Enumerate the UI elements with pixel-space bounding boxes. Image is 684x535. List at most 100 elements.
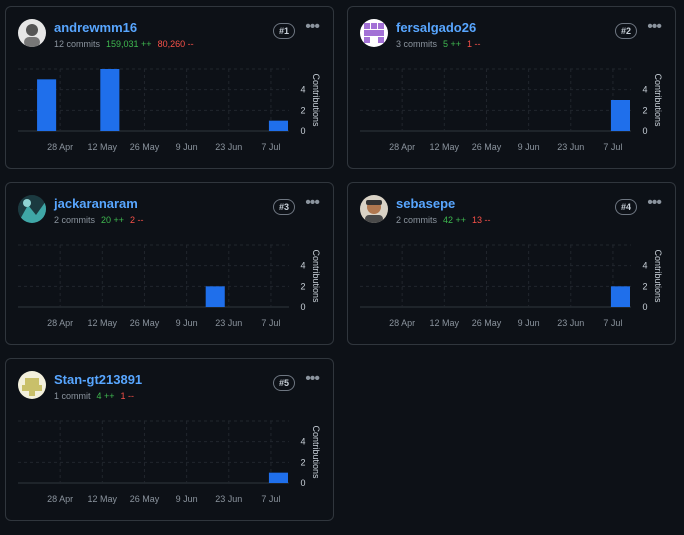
contributor-stats: 2 commits 20 ++ 2 --	[54, 215, 144, 225]
x-tick-label: 12 May	[88, 494, 118, 504]
identicon-avatar-icon[interactable]	[360, 19, 388, 47]
commit-count[interactable]: 2 commits	[396, 215, 438, 225]
y-axis-label: Contributions	[311, 73, 321, 127]
x-tick-label: 12 May	[430, 142, 460, 152]
chart-bar	[268, 472, 288, 483]
identicon-avatar-icon[interactable]	[18, 371, 46, 399]
y-axis-label: Contributions	[653, 73, 663, 127]
x-tick-label: 9 Jun	[518, 142, 540, 152]
chart-bar	[100, 69, 120, 131]
y-tick-label: 4	[300, 85, 305, 95]
x-tick-label: 23 Jun	[215, 142, 242, 152]
x-tick-label: 23 Jun	[557, 318, 584, 328]
deletions-count: 1 --	[467, 39, 481, 49]
chart-bar	[610, 100, 630, 131]
rank-badge: #2	[614, 23, 637, 39]
x-tick-label: 23 Jun	[215, 318, 242, 328]
y-tick-label: 0	[300, 126, 305, 136]
x-tick-label: 26 May	[472, 318, 502, 328]
y-tick-label: 4	[300, 437, 305, 447]
deletions-count: 1 --	[120, 391, 135, 401]
commit-count[interactable]: 2 commits	[54, 215, 96, 225]
contributor-card: fersalgado26 3 commits 5 ++ 1 -- #2 ••• 28…	[347, 6, 676, 169]
x-tick-label: 7 Jul	[603, 142, 622, 152]
y-tick-label: 2	[642, 105, 647, 115]
x-tick-label: 28 Apr	[47, 142, 73, 152]
rank-badge: #1	[272, 23, 295, 39]
y-axis-label: Contributions	[311, 249, 321, 303]
x-tick-label: 12 May	[88, 142, 118, 152]
x-tick-label: 9 Jun	[518, 318, 540, 328]
contributor-stats: 3 commits 5 ++ 1 --	[396, 39, 481, 49]
x-tick-label: 26 May	[472, 142, 502, 152]
contributor-username[interactable]: fersalgado26	[396, 20, 477, 35]
commit-count[interactable]: 3 commits	[396, 39, 438, 49]
kebab-horizontal-icon[interactable]: •••	[647, 194, 662, 211]
contributions-chart: 28 Apr 12 May 26 May 9 Jun 23 Jun 7 Jul 0 2 4 Con…	[360, 68, 663, 152]
contributor-card: jackaranaram 2 commits 20 ++ 2 -- #3 ••• 2…	[5, 182, 334, 345]
x-tick-label: 26 May	[130, 318, 160, 328]
y-tick-label: 2	[300, 105, 305, 115]
rank-badge: #5	[272, 375, 295, 391]
y-tick-label: 4	[300, 261, 305, 271]
contributor-stats: 1 commit 4 ++ 1 --	[54, 391, 134, 401]
x-tick-label: 26 May	[130, 494, 160, 504]
x-tick-label: 12 May	[430, 318, 460, 328]
contributions-chart: 28 Apr 12 May 26 May 9 Jun 23 Jun 7 Jul 0 2 4 Con…	[18, 68, 321, 152]
y-tick-label: 0	[300, 478, 305, 488]
contributions-chart: 28 Apr 12 May 26 May 9 Jun 23 Jun 7 Jul 0 2 4 Con…	[18, 244, 321, 328]
chart-bar	[610, 286, 630, 307]
chart-bar	[205, 286, 225, 307]
x-tick-label: 12 May	[88, 318, 118, 328]
additions-count: 159,031 ++	[106, 39, 152, 49]
y-axis-label: Contributions	[311, 425, 321, 479]
contributor-username[interactable]: Stan-gt213891	[54, 372, 143, 387]
x-tick-label: 7 Jul	[603, 318, 622, 328]
additions-count: 4 ++	[96, 391, 115, 401]
user-avatar-icon[interactable]	[360, 195, 388, 223]
user-avatar-icon[interactable]	[18, 195, 46, 223]
deletions-count: 13 --	[472, 215, 491, 225]
contributor-username[interactable]: jackaranaram	[54, 196, 138, 211]
kebab-horizontal-icon[interactable]: •••	[305, 18, 320, 35]
x-tick-label: 28 Apr	[47, 318, 73, 328]
x-tick-label: 28 Apr	[47, 494, 73, 504]
x-tick-label: 26 May	[130, 142, 160, 152]
contributor-card: Stan-gt213891 1 commit 4 ++ 1 -- #5 ••• 28…	[5, 358, 334, 521]
rank-badge: #3	[272, 199, 295, 215]
x-tick-label: 7 Jul	[261, 494, 280, 504]
y-tick-label: 0	[300, 302, 305, 312]
y-tick-label: 0	[642, 302, 647, 312]
chart-bar	[37, 79, 57, 131]
y-tick-label: 2	[642, 281, 647, 291]
contributor-stats: 2 commits 42 ++ 13 --	[396, 215, 491, 225]
kebab-horizontal-icon[interactable]: •••	[305, 370, 320, 387]
additions-count: 20 ++	[101, 215, 125, 225]
deletions-count: 2 --	[130, 215, 144, 225]
kebab-horizontal-icon[interactable]: •••	[647, 18, 662, 35]
y-tick-label: 4	[642, 261, 647, 271]
x-tick-label: 7 Jul	[261, 318, 280, 328]
x-tick-label: 9 Jun	[176, 494, 198, 504]
contributor-username[interactable]: sebasepe	[396, 196, 456, 211]
rank-badge: #4	[614, 199, 637, 215]
additions-count: 5 ++	[443, 39, 462, 49]
additions-count: 42 ++	[443, 215, 467, 225]
x-tick-label: 9 Jun	[176, 142, 198, 152]
x-tick-label: 28 Apr	[389, 142, 415, 152]
x-tick-label: 23 Jun	[557, 142, 584, 152]
user-avatar-icon[interactable]	[18, 19, 46, 47]
chart-bar	[268, 120, 288, 131]
x-tick-label: 9 Jun	[176, 318, 198, 328]
contributor-card: sebasepe 2 commits 42 ++ 13 -- #4 ••• 28 A…	[347, 182, 676, 345]
commit-count[interactable]: 1 commit	[54, 391, 91, 401]
commit-count[interactable]: 12 commits	[54, 39, 101, 49]
contributions-chart: 28 Apr 12 May 26 May 9 Jun 23 Jun 7 Jul 0 2 4 Con…	[18, 420, 321, 504]
y-tick-label: 0	[642, 126, 647, 136]
contributor-username[interactable]: andrewmm16	[54, 20, 138, 35]
x-tick-label: 7 Jul	[261, 142, 280, 152]
y-axis-label: Contributions	[653, 249, 663, 303]
contributor-stats: 12 commits 159,031 ++ 80,260 --	[54, 39, 194, 49]
kebab-horizontal-icon[interactable]: •••	[305, 194, 320, 211]
deletions-count: 80,260 --	[157, 39, 194, 49]
